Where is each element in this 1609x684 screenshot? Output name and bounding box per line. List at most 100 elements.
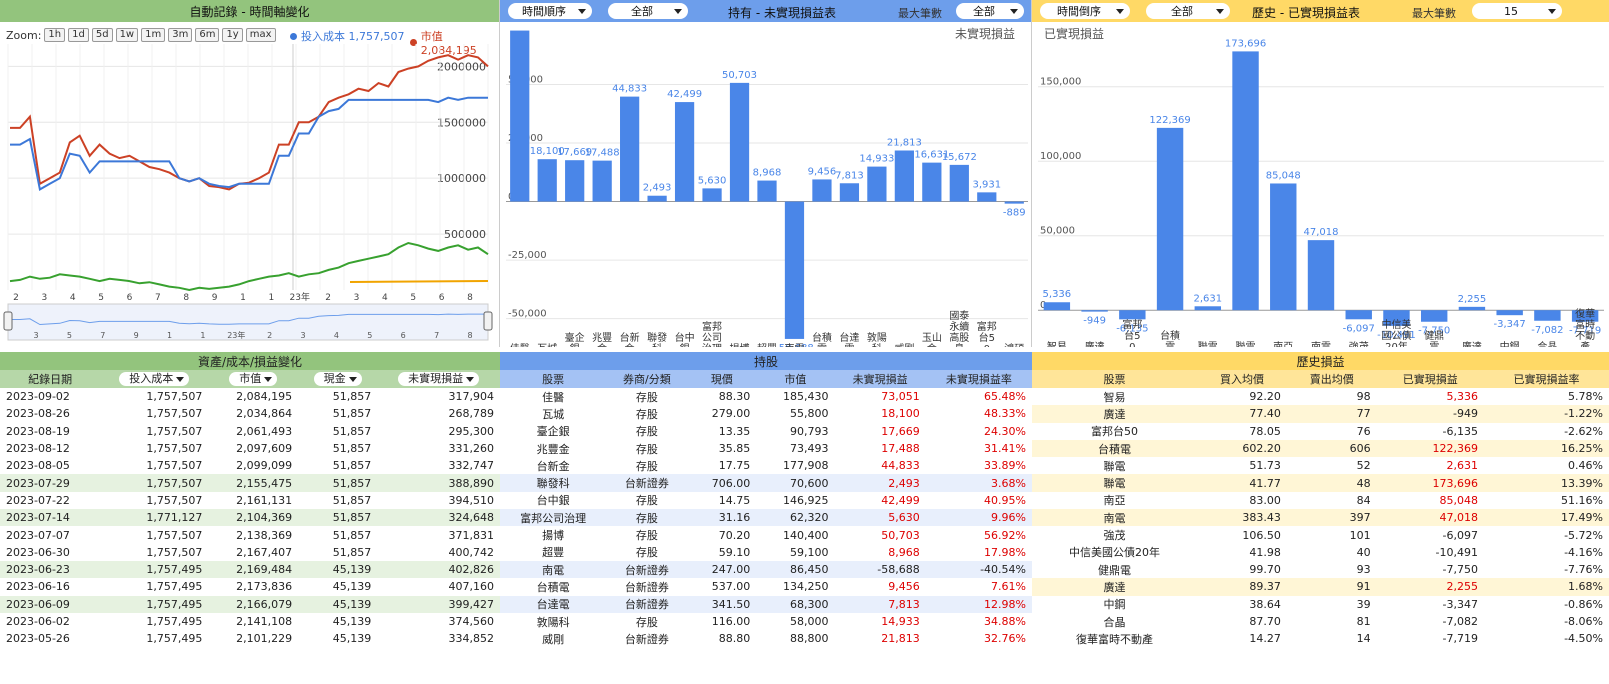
table-row[interactable]: 2023-06-30 1,757,507 2,167,407 51,857 400,74… — [0, 544, 500, 561]
table-row[interactable]: 2023-09-02 1,757,507 2,084,195 51,857 317,90… — [0, 388, 500, 405]
table-row[interactable]: 廣達 89.37 91 2,255 1.68% — [1032, 578, 1609, 596]
column-header[interactable]: 未實現損益 — [377, 370, 500, 388]
table-row[interactable]: 復華富時不動產 14.27 14 -7,719 -4.50% — [1032, 630, 1609, 647]
table-row[interactable]: 台達電 台新證券 341.50 68,300 7,813 12.98% — [500, 595, 1032, 613]
table-row[interactable]: 聯電 51.73 52 2,631 0.46% — [1032, 457, 1609, 474]
table-row[interactable]: 台積電 台新證券 537.00 134,250 9,456 7.61% — [500, 578, 1032, 595]
table-row[interactable]: 智易 92.20 98 5,336 5.78% — [1032, 388, 1609, 405]
timeline-title: 自動記錄 - 時間軸變化 — [189, 4, 310, 19]
column-header[interactable]: 未實現損益 — [834, 370, 926, 388]
max-select-history[interactable]: 15 — [1472, 3, 1562, 19]
zoom-max-button[interactable]: max — [245, 28, 276, 42]
table-row[interactable]: 瓦城 存股 279.00 55,800 18,100 48.33% — [500, 405, 1032, 422]
table-row[interactable]: 台積電 602.20 606 122,369 16.25% — [1032, 439, 1609, 458]
timeline-chart[interactable]: 2000000 1500000 1000000 500000 2 3 4 5 6 7 8 9 1 1 23年… — [0, 22, 500, 347]
table-row[interactable]: 2023-06-16 1,757,495 2,173,836 45,139 407,16… — [0, 578, 500, 595]
column-header[interactable]: 券商/分類 — [606, 370, 688, 388]
column-header[interactable]: 現價 — [687, 370, 757, 388]
table-row[interactable]: 2023-07-22 1,757,507 2,161,131 51,857 394,51… — [0, 492, 500, 509]
table-row[interactable]: 台中銀 存股 14.75 146,925 42,499 40.95% — [500, 492, 1032, 509]
table-cell: 85,048 — [1439, 493, 1478, 507]
table-row[interactable]: 2023-06-23 1,757,495 2,169,484 45,139 402,82… — [0, 560, 500, 579]
legend-value[interactable]: 市值 2,084,195 — [410, 28, 499, 57]
table-row[interactable]: 聯電 41.77 48 173,696 13.39% — [1032, 474, 1609, 492]
table-cell: 2023-06-30 — [6, 545, 70, 559]
zoom-6m-button[interactable]: 6m — [195, 28, 220, 42]
table-cell: 86,450 — [790, 563, 829, 577]
table-row[interactable]: 2023-08-26 1,757,507 2,034,864 51,857 268,78… — [0, 405, 500, 422]
table-row[interactable]: 2023-08-19 1,757,507 2,061,493 51,857 295,30… — [0, 423, 500, 440]
table-row[interactable]: 中信美國公債20年 41.98 40 -10,491 -4.16% — [1032, 544, 1609, 561]
column-header[interactable]: 股票 — [1032, 370, 1198, 388]
legend-cost[interactable]: 投入成本 1,757,507 — [290, 28, 404, 44]
table-row[interactable]: 廣達 77.40 77 -949 -1.22% — [1032, 405, 1609, 423]
table-row[interactable]: 威剛 台新證券 88.80 88,800 21,813 32.76% — [500, 630, 1032, 647]
table-row[interactable]: 2023-05-26 1,757,495 2,101,229 45,139 334,85… — [0, 630, 500, 647]
column-header[interactable]: 市值 — [756, 370, 835, 388]
column-header[interactable]: 買入均價 — [1197, 370, 1287, 388]
bar — [647, 195, 667, 202]
column-header[interactable]: 現金 — [298, 370, 378, 388]
navigator-right-handle[interactable] — [483, 311, 493, 331]
table-row[interactable]: 合晶 87.70 81 -7,082 -8.06% — [1032, 613, 1609, 630]
table-row[interactable]: 富邦公司治理 存股 31.16 62,320 5,630 9.96% — [500, 509, 1032, 527]
table-row[interactable]: 聯發科 台新證券 706.00 70,600 2,493 3.68% — [500, 474, 1032, 492]
sort-select[interactable]: 時間順序 — [508, 3, 592, 19]
table-row[interactable]: 兆豐金 存股 35.85 73,493 17,488 31.41% — [500, 440, 1032, 457]
realized-chart[interactable]: 150,000 100,000 50,000 0 已實現損益 5,336 智易 -949 廣達 -… — [1032, 22, 1609, 347]
table-row[interactable]: 超豐 存股 59.10 59,100 8,968 17.98% — [500, 544, 1032, 561]
zoom-1w-button[interactable]: 1w — [115, 28, 139, 42]
table-row[interactable]: 2023-07-29 1,757,507 2,155,475 51,857 388,89… — [0, 474, 500, 492]
filter-select[interactable]: 全部 — [608, 3, 688, 19]
zoom-3m-button[interactable]: 3m — [168, 28, 193, 42]
table-row[interactable]: 健鼎電 99.70 93 -7,750 -7.76% — [1032, 561, 1609, 578]
table-row[interactable]: 2023-07-07 1,757,507 2,138,369 51,857 371,83… — [0, 526, 500, 543]
table-row[interactable]: 台新金 存股 17.75 177,908 44,833 33.89% — [500, 457, 1032, 474]
table-cell: 富邦台50 — [1091, 425, 1139, 439]
filter-select-history[interactable]: 全部 — [1146, 3, 1230, 19]
navigator-left-handle[interactable] — [3, 311, 13, 331]
table-row[interactable]: 2023-07-14 1,771,127 2,104,369 51,857 324,64… — [0, 509, 500, 527]
zoom-1d-button[interactable]: 1d — [68, 28, 89, 42]
zoom-1y-button[interactable]: 1y — [222, 28, 243, 42]
column-header-row: 股票 券商/分類 現價 市值 未實現損益 未實現損益率 — [500, 370, 1032, 388]
table-row[interactable]: 2023-06-09 1,757,495 2,166,079 45,139 399,42… — [0, 595, 500, 613]
max-select[interactable]: 全部 — [956, 3, 1024, 19]
unrealized-chart[interactable]: 50,00025,0000-25,000-50,000未實現損益佳醫18,100… — [500, 22, 1032, 347]
table-row[interactable]: 佳醫 存股 88.30 185,430 73,051 65.48% — [500, 388, 1032, 405]
table-row[interactable]: 臺企銀 存股 13.35 90,793 17,669 24.30% — [500, 423, 1032, 440]
table-row[interactable]: 富邦台50 78.05 76 -6,135 -2.62% — [1032, 423, 1609, 440]
column-header[interactable]: 未實現損益率 — [925, 370, 1032, 388]
data-label: 2,631 — [1193, 293, 1222, 304]
column-header[interactable]: 紀錄日期 — [0, 370, 101, 388]
y-tick-label: 100,000 — [1040, 151, 1081, 162]
category-label: 聯電 — [1198, 341, 1218, 347]
table-row[interactable]: 南電 台新證券 247.00 86,450 -58,688 -40.54% — [500, 560, 1032, 579]
table-row[interactable]: 南電 383.43 397 47,018 17.49% — [1032, 509, 1609, 527]
zoom-1h-button[interactable]: 1h — [44, 28, 66, 42]
table-row[interactable]: 強茂 106.50 101 -6,097 -5.72% — [1032, 526, 1609, 543]
category-label: 電 — [844, 343, 854, 347]
table-row[interactable]: 2023-06-02 1,757,495 2,141,108 45,139 374,56… — [0, 613, 500, 630]
table-row[interactable]: 2023-08-05 1,757,507 2,099,099 51,857 332,74… — [0, 457, 500, 474]
table-cell: 173,696 — [1432, 476, 1478, 490]
column-header[interactable]: 股票 — [500, 370, 607, 388]
category-label: 超豐 — [757, 342, 777, 347]
sort-select-history[interactable]: 時間倒序 — [1040, 3, 1130, 19]
zoom-5d-button[interactable]: 5d — [91, 28, 113, 42]
column-header[interactable]: 已實現損益率 — [1483, 370, 1609, 388]
column-header[interactable]: 已實現損益 — [1376, 370, 1484, 388]
table-row[interactable]: 2023-08-12 1,757,507 2,097,609 51,857 331,26… — [0, 440, 500, 457]
column-header[interactable]: 市值 — [208, 370, 299, 388]
table-cell: 2,161,131 — [236, 493, 293, 507]
table-row[interactable]: 敦陽科 存股 116.00 58,000 14,933 34.88% — [500, 613, 1032, 630]
bar — [1534, 310, 1561, 321]
column-header[interactable]: 投入成本 — [100, 370, 209, 388]
column-header[interactable]: 賣出均價 — [1286, 370, 1377, 388]
table-row[interactable]: 中鋼 38.64 39 -3,347 -0.86% — [1032, 596, 1609, 613]
bar — [839, 183, 860, 202]
table-row[interactable]: 南亞 83.00 84 85,048 51.16% — [1032, 492, 1609, 509]
table-row[interactable]: 揚博 存股 70.20 140,400 50,703 56.92% — [500, 526, 1032, 543]
zoom-1m-button[interactable]: 1m — [141, 28, 166, 42]
category-label: 銀 — [680, 342, 690, 347]
